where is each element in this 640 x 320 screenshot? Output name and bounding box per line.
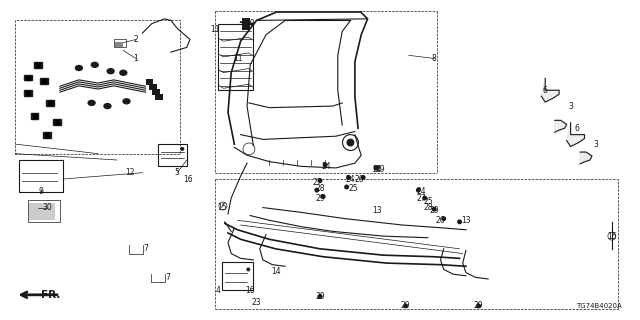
Circle shape bbox=[323, 162, 328, 167]
Text: 2: 2 bbox=[134, 35, 138, 44]
Circle shape bbox=[321, 194, 326, 199]
Circle shape bbox=[317, 294, 323, 299]
Bar bbox=[115, 42, 123, 47]
Polygon shape bbox=[541, 78, 559, 102]
Text: 1: 1 bbox=[134, 54, 138, 63]
Text: 3: 3 bbox=[593, 140, 598, 148]
Circle shape bbox=[373, 165, 378, 171]
Ellipse shape bbox=[88, 100, 95, 105]
Text: 24: 24 bbox=[372, 165, 382, 174]
Text: 14: 14 bbox=[271, 267, 280, 276]
Polygon shape bbox=[566, 123, 584, 147]
Text: 30: 30 bbox=[42, 203, 52, 212]
Circle shape bbox=[361, 175, 365, 180]
Polygon shape bbox=[580, 152, 592, 164]
Text: 9: 9 bbox=[38, 187, 44, 196]
Text: 29: 29 bbox=[429, 206, 439, 215]
Bar bbox=[242, 18, 250, 30]
Bar bbox=[218, 24, 253, 90]
Text: 6: 6 bbox=[543, 86, 548, 95]
Ellipse shape bbox=[104, 104, 111, 108]
Text: 26: 26 bbox=[436, 216, 445, 225]
Text: 29: 29 bbox=[315, 292, 325, 301]
Circle shape bbox=[416, 188, 421, 193]
Text: 24: 24 bbox=[346, 174, 355, 184]
Text: 11: 11 bbox=[211, 25, 220, 35]
Text: 13: 13 bbox=[461, 216, 471, 225]
Circle shape bbox=[422, 196, 427, 201]
Circle shape bbox=[403, 303, 408, 308]
Text: 27: 27 bbox=[312, 178, 322, 187]
Ellipse shape bbox=[76, 66, 83, 70]
Circle shape bbox=[346, 175, 351, 180]
Text: 15: 15 bbox=[217, 203, 227, 212]
Circle shape bbox=[246, 268, 250, 271]
Circle shape bbox=[180, 147, 184, 151]
Circle shape bbox=[374, 165, 380, 171]
Circle shape bbox=[457, 220, 462, 224]
Text: TG74B4020A: TG74B4020A bbox=[575, 303, 621, 309]
Circle shape bbox=[441, 216, 446, 221]
Text: 5: 5 bbox=[175, 168, 180, 177]
Bar bbox=[19, 160, 63, 192]
Text: 7: 7 bbox=[143, 244, 148, 253]
Bar bbox=[31, 113, 38, 119]
Text: 25: 25 bbox=[423, 197, 433, 206]
Text: 7: 7 bbox=[165, 273, 170, 282]
Text: 6: 6 bbox=[575, 124, 579, 133]
Text: 8: 8 bbox=[432, 54, 436, 63]
Bar bbox=[145, 79, 154, 85]
Text: 13: 13 bbox=[372, 206, 382, 215]
Bar bbox=[24, 91, 32, 96]
Ellipse shape bbox=[92, 62, 99, 67]
Text: 27: 27 bbox=[417, 194, 426, 203]
Circle shape bbox=[432, 207, 436, 212]
Bar bbox=[34, 62, 42, 68]
Bar bbox=[29, 203, 55, 220]
Text: FR.: FR. bbox=[41, 290, 60, 300]
Text: 29: 29 bbox=[401, 301, 410, 310]
Bar bbox=[40, 78, 48, 84]
Circle shape bbox=[344, 185, 349, 189]
Text: 25: 25 bbox=[349, 184, 358, 193]
Bar bbox=[152, 89, 160, 95]
Circle shape bbox=[314, 188, 319, 193]
Bar bbox=[148, 84, 157, 90]
Ellipse shape bbox=[120, 70, 127, 75]
Text: 28: 28 bbox=[423, 203, 433, 212]
Text: 29: 29 bbox=[474, 301, 483, 310]
Text: 10: 10 bbox=[245, 19, 255, 28]
Text: 26: 26 bbox=[355, 174, 364, 184]
Text: 16: 16 bbox=[245, 285, 255, 295]
Text: 24: 24 bbox=[417, 187, 426, 196]
Bar bbox=[24, 75, 32, 81]
Bar bbox=[114, 39, 125, 47]
Text: 4: 4 bbox=[216, 285, 221, 295]
Bar bbox=[52, 119, 61, 125]
Circle shape bbox=[346, 139, 355, 147]
Text: 12: 12 bbox=[125, 168, 134, 177]
Text: 23: 23 bbox=[252, 298, 261, 307]
Text: 11: 11 bbox=[233, 54, 243, 63]
Bar bbox=[155, 93, 163, 100]
Ellipse shape bbox=[123, 99, 130, 104]
Bar bbox=[46, 100, 54, 106]
Bar bbox=[15, 20, 180, 154]
Text: 16: 16 bbox=[183, 174, 193, 184]
Circle shape bbox=[476, 303, 481, 308]
Text: 29: 29 bbox=[376, 165, 385, 174]
Polygon shape bbox=[555, 120, 566, 132]
Text: 3: 3 bbox=[568, 101, 573, 111]
Circle shape bbox=[317, 178, 323, 183]
Text: 24: 24 bbox=[321, 162, 331, 171]
Text: 15: 15 bbox=[607, 232, 617, 241]
Ellipse shape bbox=[107, 69, 114, 74]
Text: 28: 28 bbox=[316, 184, 324, 193]
Bar bbox=[44, 132, 51, 138]
Bar bbox=[28, 200, 60, 222]
Text: 29: 29 bbox=[315, 194, 325, 203]
